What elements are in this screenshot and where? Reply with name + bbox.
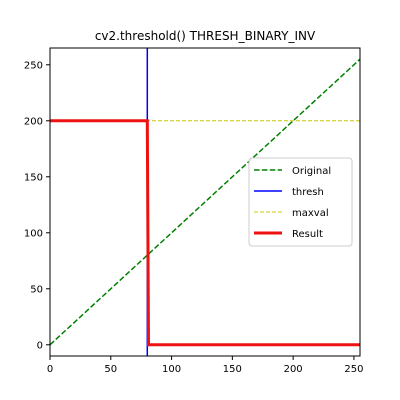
- x-tick-label: 150: [223, 364, 242, 375]
- axes-frame: [49, 47, 361, 357]
- legend-box: [248, 157, 353, 247]
- legend-label-maxval: maxval: [292, 208, 329, 219]
- series-line-result: [50, 119, 360, 347]
- series-group: [50, 48, 360, 356]
- y-tick-label: 0: [37, 340, 43, 351]
- chart-title: cv2.threshold() THRESH_BINARY_INV: [95, 29, 316, 43]
- legend-label-thresh: thresh: [292, 187, 324, 198]
- legend-label-original: Original: [292, 166, 331, 177]
- y-tick-label: 50: [30, 284, 43, 295]
- x-tick-label: 250: [344, 364, 363, 375]
- y-tick-label: 100: [24, 228, 43, 239]
- axes: 0 50 100 150 200 250 0 50 100 150 200 250: [24, 47, 363, 375]
- x-tick-label: 200: [284, 364, 303, 375]
- series-line-original: [50, 58, 360, 346]
- y-tick-label: 250: [24, 60, 43, 71]
- x-tick-label: 0: [47, 364, 53, 375]
- x-tick-label: 50: [104, 364, 117, 375]
- plot-area: [50, 48, 360, 356]
- legend: Original thresh maxval Result: [248, 157, 353, 247]
- x-tick-label: 100: [162, 364, 181, 375]
- y-tick-label: 150: [24, 172, 43, 183]
- y-tick-label: 200: [24, 116, 43, 127]
- legend-label-result: Result: [292, 229, 323, 240]
